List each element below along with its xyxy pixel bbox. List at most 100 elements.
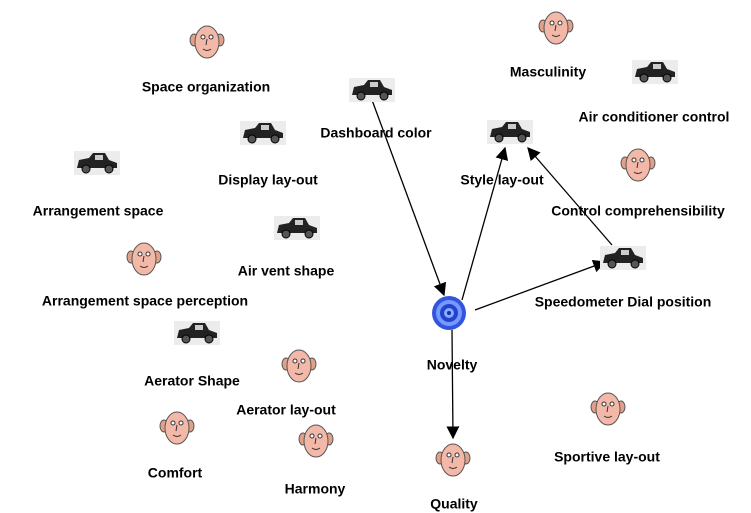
face-mouth [311,447,321,450]
edge [371,99,447,297]
car-wheel [247,134,257,144]
node: Arrangement space [33,151,164,219]
car-body [177,323,217,338]
face-nose [205,38,208,46]
car-wheel [356,91,366,101]
car-body [635,62,675,77]
car-wheel [81,164,91,174]
node-label: Arrangement space [33,203,164,219]
face-nose [314,437,317,445]
edge [527,147,613,246]
car-wheel [181,334,191,344]
face-mouth [294,372,304,375]
node-label: Style lay-out [460,172,544,188]
face-eye [601,401,607,407]
node: Display lay-out [218,121,318,188]
edges [371,99,613,440]
node: Control comprehensibility [551,148,725,219]
face-eye [639,157,645,163]
face-nose [451,456,454,464]
car-body [603,248,643,263]
face-mouth [202,48,212,51]
car-wheel [639,73,649,83]
node: Aerator Shape [144,321,240,389]
node: Masculinity [510,11,586,80]
node-label: Control comprehensibility [551,203,725,219]
car-window [261,125,269,130]
target-ring [447,311,451,315]
car-wheel [662,73,672,83]
face-nose [297,362,300,370]
car-wheel [379,91,389,101]
node-label: Air conditioner control [579,109,730,125]
car-wheel [607,259,617,269]
car-window [508,124,516,129]
node: Speedometer Dial position [535,246,712,310]
car-wheel [494,133,504,143]
face-eye [309,433,315,439]
node: Aerator lay-out [236,349,336,418]
face-eye [292,358,298,364]
node: Dashboard color [320,78,432,141]
node-label: Aerator Shape [144,373,240,389]
car-window [370,82,378,87]
face-mouth [633,171,643,174]
car-window [95,155,103,160]
face-eye [446,452,452,458]
node-label: Sportive lay-out [554,449,660,465]
node-label: Speedometer Dial position [535,294,712,310]
face-eye [557,20,563,26]
edge [446,329,460,440]
edge [461,146,509,301]
edge [474,259,607,311]
node-label: Air vent shape [238,263,335,279]
node: Novelty [427,296,478,373]
face-eye [609,401,615,407]
car-body [490,122,530,137]
node-label: Space organization [142,79,270,95]
face-mouth [139,265,149,268]
face-eye [200,34,206,40]
node-label: Masculinity [510,64,586,80]
face-eye [178,420,184,426]
car-wheel [104,164,114,174]
face-mouth [448,466,458,469]
node: Space organization [142,25,270,95]
face-eye [170,420,176,426]
face-eye [300,358,306,364]
face-eye [208,34,214,40]
face-eye [454,452,460,458]
node: Air vent shape [238,216,335,279]
node: Style lay-out [460,120,544,188]
node: Quality [430,443,478,512]
car-window [653,64,661,69]
car-window [195,325,203,330]
car-body [243,123,283,138]
face-mouth [551,34,561,37]
node-label: Display lay-out [218,172,318,188]
node-label: Novelty [427,357,478,373]
face-nose [636,161,639,169]
face-eye [137,251,143,257]
face-mouth [172,434,182,437]
car-wheel [281,229,291,239]
node-label: Quality [430,496,478,512]
node-label: Comfort [148,465,203,481]
node: Air conditioner control [579,60,730,125]
node: Harmony [285,424,346,497]
car-wheel [517,133,527,143]
car-wheel [630,259,640,269]
node: Comfort [148,411,203,481]
node-label: Aerator lay-out [236,402,336,418]
car-wheel [204,334,214,344]
face-eye [145,251,151,257]
face-nose [554,24,557,32]
nodes: Space organization Dashboard color Masculi… [33,11,730,512]
face-eye [631,157,637,163]
face-eye [549,20,555,26]
face-nose [175,424,178,432]
car-body [77,153,117,168]
car-wheel [304,229,314,239]
node: Arrangement space perception [42,242,248,309]
